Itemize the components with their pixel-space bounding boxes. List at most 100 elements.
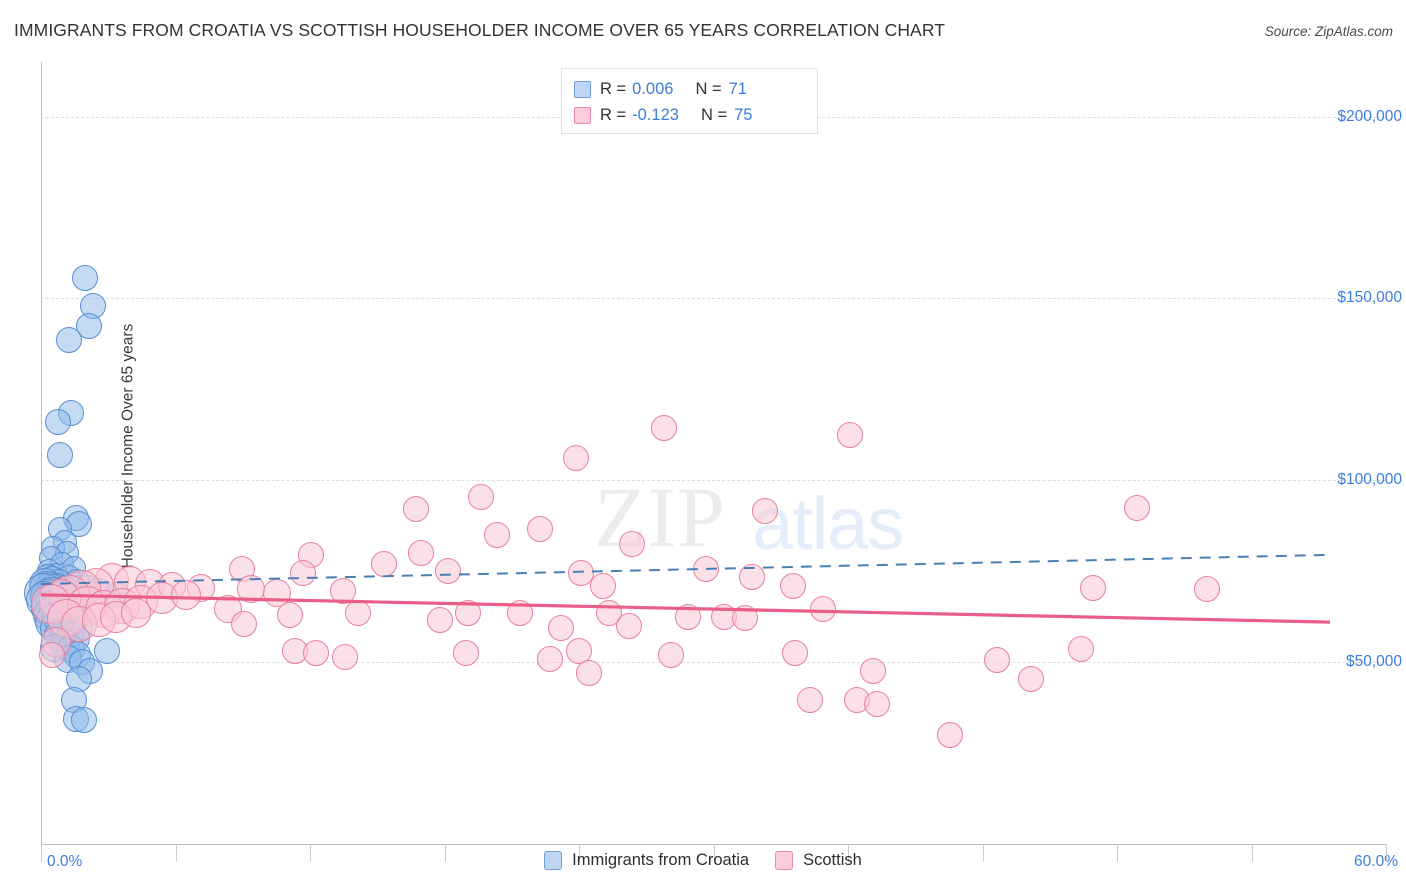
scatter-point — [94, 638, 121, 665]
scatter-point — [70, 707, 97, 734]
y-tick-label: $50,000 — [1345, 653, 1402, 671]
scatter-point — [1068, 636, 1095, 663]
source-attribution: Source: ZipAtlas.com — [1264, 24, 1393, 39]
series-legend-label: Scottish — [803, 851, 862, 869]
scatter-point — [810, 596, 837, 623]
stat-row: R = -0.123 N = 75 — [574, 102, 807, 128]
series-legend: Immigrants from Croatia Scottish — [0, 851, 1406, 870]
x-tick — [175, 844, 177, 862]
scatter-point — [331, 643, 358, 670]
scatter-point — [44, 409, 71, 436]
x-tick — [713, 844, 715, 862]
scatter-point — [170, 579, 201, 610]
stat-color-swatch — [574, 106, 591, 124]
scatter-point — [276, 601, 303, 628]
scatter-point — [455, 600, 482, 627]
scatter-point — [859, 658, 886, 685]
series-legend-item[interactable]: Scottish — [775, 851, 862, 870]
scatter-point — [56, 327, 83, 354]
scatter-point — [236, 575, 265, 604]
scatter-point — [651, 414, 678, 441]
x-axis-max-label: 60.0% — [1354, 853, 1398, 870]
scatter-point — [796, 687, 823, 714]
scatter-point — [66, 665, 93, 692]
scatter-point — [71, 265, 98, 292]
scatter-point — [984, 647, 1011, 674]
x-axis-min-label: 0.0% — [47, 853, 83, 870]
scatter-point — [674, 603, 701, 630]
y-axis-line — [41, 62, 42, 844]
scatter-point — [407, 540, 434, 567]
gridline — [41, 662, 1386, 664]
n-label: N = — [695, 79, 722, 98]
series-legend-item[interactable]: Immigrants from Croatia — [544, 851, 749, 870]
y-tick-label: $200,000 — [1337, 107, 1402, 125]
scatter-point — [1124, 494, 1151, 521]
scatter-point — [526, 516, 553, 543]
scatter-point — [1193, 576, 1220, 603]
scatter-point — [562, 445, 589, 472]
y-tick-label: $100,000 — [1337, 471, 1402, 489]
scatter-point — [484, 521, 511, 548]
series-color-swatch — [775, 851, 794, 870]
x-tick — [1117, 844, 1118, 862]
scatter-point — [403, 496, 430, 523]
x-tick — [1386, 844, 1387, 862]
scatter-point — [692, 556, 719, 583]
scatter-point — [427, 607, 454, 634]
scatter-point — [616, 612, 643, 639]
scatter-point — [39, 641, 66, 668]
series-color-swatch — [544, 851, 563, 870]
y-tick-label: $150,000 — [1337, 289, 1402, 307]
scatter-point — [1080, 574, 1107, 601]
scatter-point — [302, 640, 329, 667]
x-tick — [444, 844, 446, 862]
x-tick — [1251, 844, 1253, 862]
scatter-point — [345, 600, 372, 627]
scatter-point — [864, 690, 891, 717]
scatter-point — [618, 530, 645, 557]
scatter-point — [230, 610, 257, 637]
gridline — [41, 480, 1386, 482]
x-tick — [41, 844, 42, 862]
plot-area: ZIP atlas — [24, 62, 1386, 844]
page-title: IMMIGRANTS FROM CROATIA VS SCOTTISH HOUS… — [14, 20, 946, 40]
scatter-point — [657, 641, 684, 668]
scatter-point — [452, 640, 479, 667]
scatter-point — [738, 563, 765, 590]
scatter-point — [47, 441, 74, 468]
r-label: R = — [600, 105, 627, 124]
r-value: -0.123 — [632, 105, 679, 124]
x-tick — [579, 844, 580, 862]
x-tick — [310, 844, 311, 862]
correlation-stats-legend: R = 0.006 N = 71 R = -0.123 N = 75 — [561, 68, 818, 134]
n-label: N = — [700, 105, 728, 124]
scatter-point — [936, 721, 963, 748]
scatter-point — [434, 558, 461, 585]
r-label: R = — [600, 79, 627, 98]
scatter-point — [782, 640, 809, 667]
scatter-point — [576, 660, 603, 687]
scatter-point — [731, 605, 758, 632]
trendlines — [40, 553, 1330, 624]
watermark-atlas-text: atlas — [752, 482, 904, 565]
scatter-point — [506, 600, 533, 627]
scatter-point — [370, 550, 397, 577]
n-value: 75 — [734, 105, 753, 124]
scatter-point — [1017, 665, 1044, 692]
stat-color-swatch — [574, 80, 591, 98]
scatter-point — [536, 645, 563, 672]
scatter-point — [780, 572, 807, 599]
scatter-point — [290, 560, 317, 587]
x-tick — [848, 844, 849, 862]
gridline — [41, 298, 1386, 300]
x-tick — [982, 844, 984, 862]
scatter-point — [468, 483, 495, 510]
scatter-point — [548, 614, 575, 641]
scatter-point — [121, 598, 152, 629]
scatter-point — [589, 572, 616, 599]
n-value: 71 — [728, 79, 747, 98]
series-legend-label: Immigrants from Croatia — [572, 851, 750, 869]
scatter-point — [752, 498, 779, 525]
